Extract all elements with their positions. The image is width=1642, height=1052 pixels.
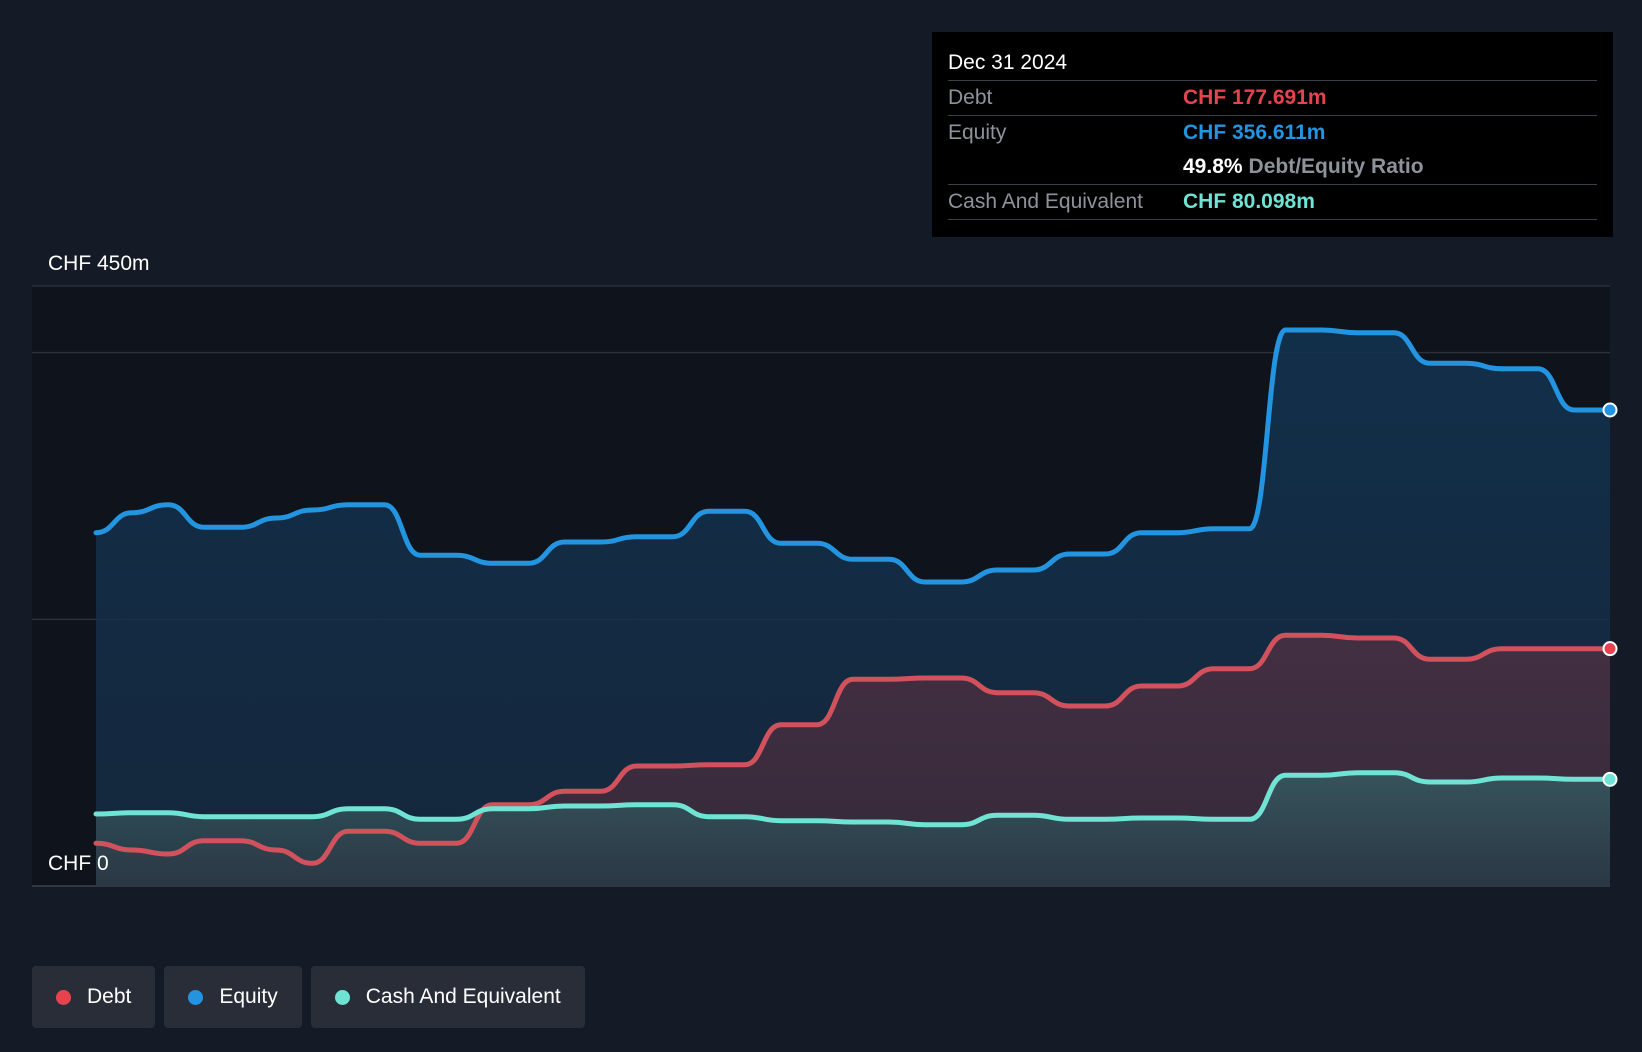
tooltip-debt-value: CHF 177.691m (1183, 86, 1327, 109)
legend: Debt Equity Cash And Equivalent (32, 966, 585, 1028)
tooltip-ratio-label: Debt/Equity Ratio (1248, 155, 1424, 178)
area-cash (96, 772, 1610, 886)
y-axis-top-label: CHF 450m (48, 252, 150, 275)
series-lines (93, 327, 1613, 866)
line-debt (93, 632, 1613, 866)
tooltip-equity-label: Equity (948, 121, 1007, 144)
tooltip-date: Dec 31 2024 (948, 46, 1597, 81)
tooltip-cash-label: Cash And Equivalent (948, 190, 1143, 213)
tooltip-equity-value: CHF 356.611m (1183, 121, 1326, 144)
legend-dot-equity-icon (188, 989, 204, 1005)
debt-equity-chart: CHF 450m CHF 0 2015201620172018201920202… (32, 252, 1618, 887)
marker-debt (1602, 641, 1618, 657)
tooltip-cash-value: CHF 80.098m (1183, 190, 1315, 213)
legend-item-cash[interactable]: Cash And Equivalent (310, 966, 585, 1028)
legend-item-equity[interactable]: Equity (164, 966, 302, 1028)
legend-label-equity: Equity (219, 985, 278, 1008)
y-axis-bottom-label: CHF 0 (48, 852, 109, 875)
legend-label-debt: Debt (87, 985, 132, 1008)
tooltip-debt-label: Debt (948, 86, 993, 109)
tooltip-panel: Dec 31 2024 Debt CHF 177.691m Equity CHF… (932, 32, 1613, 237)
tooltip-ratio-value: 49.8% (1183, 155, 1243, 178)
legend-dot-debt-icon (56, 989, 71, 1005)
tooltip-debt-row: Debt CHF 177.691m (948, 81, 1597, 116)
line-cash (93, 770, 1613, 828)
marker-equity (1602, 402, 1618, 418)
series-areas (96, 330, 1610, 886)
tooltip-ratio-row: 49.8% Debt/Equity Ratio (948, 150, 1597, 185)
marker-cash (1602, 771, 1618, 787)
legend-item-debt[interactable]: Debt (32, 966, 156, 1028)
tooltip-equity-row: Equity CHF 356.611m (948, 116, 1597, 150)
end-markers (1602, 402, 1618, 787)
legend-label-cash: Cash And Equivalent (365, 985, 561, 1008)
legend-dot-cash-icon (334, 989, 350, 1005)
tooltip-cash-row: Cash And Equivalent CHF 80.098m (948, 185, 1597, 220)
line-equity (93, 327, 1613, 585)
